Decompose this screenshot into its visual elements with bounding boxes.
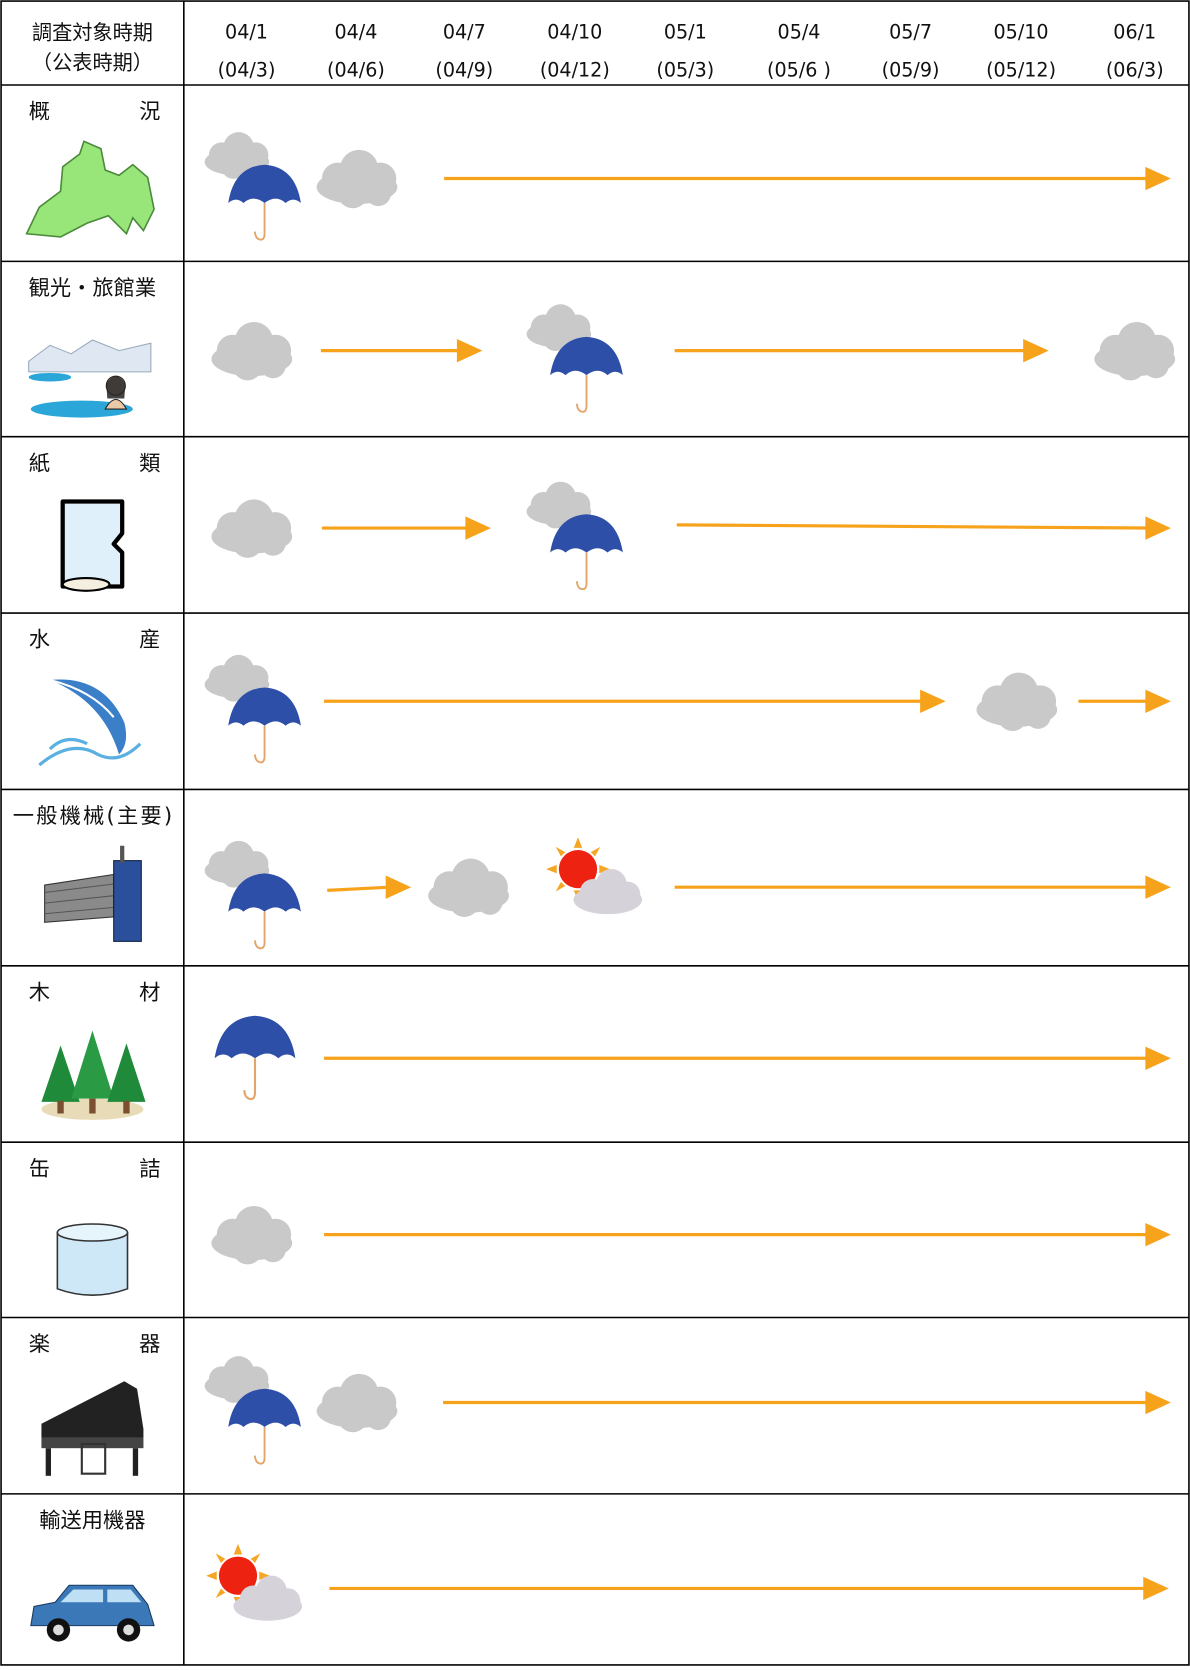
trend-arrow-head — [1145, 875, 1171, 899]
cloud-icon — [211, 321, 293, 381]
trend-arrow-head — [1145, 1390, 1171, 1415]
trend-arrow — [676, 523, 1150, 530]
period-date: 05/7 — [889, 20, 932, 43]
row-label: 観光・旅館業 — [29, 276, 157, 301]
rain-icon — [205, 132, 301, 239]
rain-icon — [205, 1356, 301, 1463]
row-label: 一般機械(主要) — [13, 804, 172, 829]
period-published: (05/6 ) — [767, 59, 831, 82]
period-date: 06/1 — [1113, 20, 1156, 43]
period-date: 04/4 — [334, 20, 377, 43]
header-label: 調査対象時期 — [32, 21, 153, 45]
cloud-icon — [428, 858, 509, 917]
cloud-icon — [1094, 321, 1176, 381]
rain-icon — [527, 304, 623, 411]
rain-icon — [527, 482, 623, 589]
trend-arrow-head — [1145, 1222, 1171, 1247]
car-illustration — [30, 1584, 155, 1642]
period-date: 04/7 — [443, 20, 486, 43]
outlook-icons — [205, 132, 1176, 1621]
row-label: 楽器 — [29, 1332, 161, 1357]
trees-illustration — [41, 1030, 146, 1120]
period-published: (04/9) — [435, 59, 493, 82]
period-published: (06/3) — [1106, 59, 1164, 82]
cloud-icon — [316, 149, 398, 209]
cloud-icon — [211, 499, 293, 558]
trend-arrow-head — [456, 338, 483, 363]
trend-arrow-head — [465, 516, 491, 540]
period-date: 05/4 — [778, 20, 821, 43]
row-label: 輸送用機器 — [39, 1509, 145, 1534]
cloud-icon — [211, 1205, 293, 1265]
period-published: (05/9) — [882, 59, 940, 82]
period-date: 04/1 — [225, 20, 268, 43]
cloud-icon — [976, 672, 1058, 731]
suncloud-icon — [206, 1543, 303, 1621]
fish-illustration — [38, 678, 142, 767]
rain-icon — [205, 841, 301, 948]
row-label: 紙類 — [29, 451, 161, 476]
period-date: 05/1 — [664, 20, 707, 43]
can-illustration — [56, 1223, 129, 1296]
trend-arrow-head — [1023, 338, 1049, 363]
period-date: 04/10 — [547, 20, 602, 43]
header-label: （公表時期） — [32, 50, 153, 74]
machine-illustration — [44, 845, 142, 942]
trend-arrow-head — [1145, 166, 1171, 191]
row-label: 水産 — [29, 628, 161, 653]
cloud-icon — [316, 1373, 398, 1433]
suncloud-icon — [546, 837, 643, 915]
trend-arrow — [327, 885, 391, 892]
rain-icon — [205, 655, 301, 762]
map-illustration — [25, 140, 155, 238]
row-label: 木材 — [29, 980, 161, 1005]
trend-arrow-head — [1145, 1046, 1171, 1070]
trend-arrow-head — [385, 875, 412, 899]
trend-arrow-head — [1143, 1576, 1169, 1601]
trend-arrow-head — [920, 689, 946, 713]
piano-illustration — [41, 1381, 144, 1476]
period-published: (04/12) — [540, 59, 610, 82]
period-published: (04/6) — [327, 59, 385, 82]
period-published: (04/3) — [218, 59, 276, 82]
period-published: (05/12) — [986, 59, 1056, 82]
onsen-illustration — [28, 339, 152, 418]
umbrella-icon — [213, 1014, 297, 1101]
paper-illustration — [60, 499, 125, 592]
row-label: 概況 — [29, 100, 161, 125]
trend-arrow-head — [1145, 516, 1171, 540]
period-published: (05/3) — [656, 59, 714, 82]
row-label: 缶詰 — [29, 1157, 161, 1182]
trend-arrow-head — [1145, 689, 1171, 713]
period-date: 05/10 — [994, 20, 1049, 43]
